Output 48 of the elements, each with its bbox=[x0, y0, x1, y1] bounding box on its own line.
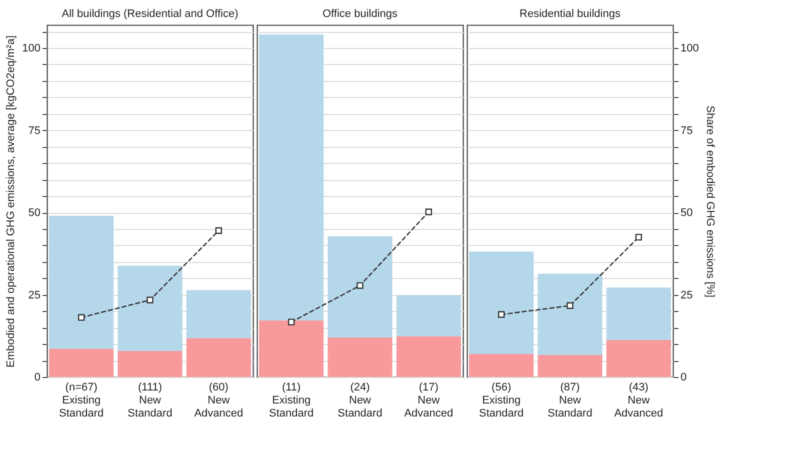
bar bbox=[538, 354, 602, 377]
x-tick-label: (60) New Advanced bbox=[194, 382, 244, 420]
bar bbox=[186, 338, 251, 377]
x-tick-label: (11) Existing Standard bbox=[269, 382, 314, 420]
y-axis-title: Embodied and operational GHG emissions, average [kgCO2eq/m²a] bbox=[5, 35, 18, 368]
bar bbox=[606, 288, 671, 340]
bar bbox=[396, 336, 461, 377]
bar bbox=[469, 252, 534, 354]
bar bbox=[469, 354, 534, 377]
chart-title: All buildings (Residential and Office) bbox=[62, 8, 238, 20]
y-tick-label: 0 bbox=[34, 372, 40, 384]
y2-tick-label: 0 bbox=[680, 372, 687, 384]
y2-tick-label: 50 bbox=[680, 207, 693, 220]
y-tick-label: 100 bbox=[22, 42, 40, 55]
bar bbox=[186, 290, 251, 338]
x-tick-label: (43) New Advanced bbox=[614, 382, 664, 420]
x-tick-label: (56) Existing Standard bbox=[479, 382, 524, 420]
y2-tick-label: 100 bbox=[680, 42, 699, 55]
y-tick-label: 75 bbox=[28, 124, 40, 137]
bar bbox=[328, 236, 392, 338]
bar bbox=[328, 338, 392, 377]
x-tick-label: (n=67) Existing Standard bbox=[59, 382, 104, 420]
y-tick-label: 25 bbox=[28, 289, 40, 302]
bar bbox=[259, 320, 324, 377]
bar bbox=[606, 340, 671, 377]
bar bbox=[49, 348, 114, 377]
point bbox=[146, 296, 154, 304]
y2-axis-title: Share of embodied GHG emissions [%] bbox=[704, 106, 716, 298]
y2-tick-label: 75 bbox=[680, 124, 693, 137]
point bbox=[566, 302, 574, 309]
point bbox=[215, 227, 222, 234]
point bbox=[498, 311, 505, 318]
y-tick-label: 50 bbox=[28, 207, 40, 220]
point bbox=[78, 314, 85, 321]
x-tick-label: (17) New Advanced bbox=[404, 382, 454, 420]
chart-title: Residential buildings bbox=[520, 8, 621, 20]
x-tick-label: (24) New Standard bbox=[338, 382, 382, 420]
x-tick-label: (111) New Standard bbox=[128, 382, 172, 420]
bar bbox=[118, 351, 182, 377]
point bbox=[635, 234, 642, 241]
bar bbox=[118, 266, 182, 352]
bar bbox=[538, 274, 602, 355]
bar bbox=[49, 216, 114, 349]
chart-title: Office buildings bbox=[322, 8, 398, 20]
x-tick-label: (87) New Standard bbox=[548, 382, 592, 420]
bar bbox=[259, 34, 324, 320]
y2-tick-label: 25 bbox=[680, 289, 693, 302]
bar bbox=[396, 295, 461, 336]
